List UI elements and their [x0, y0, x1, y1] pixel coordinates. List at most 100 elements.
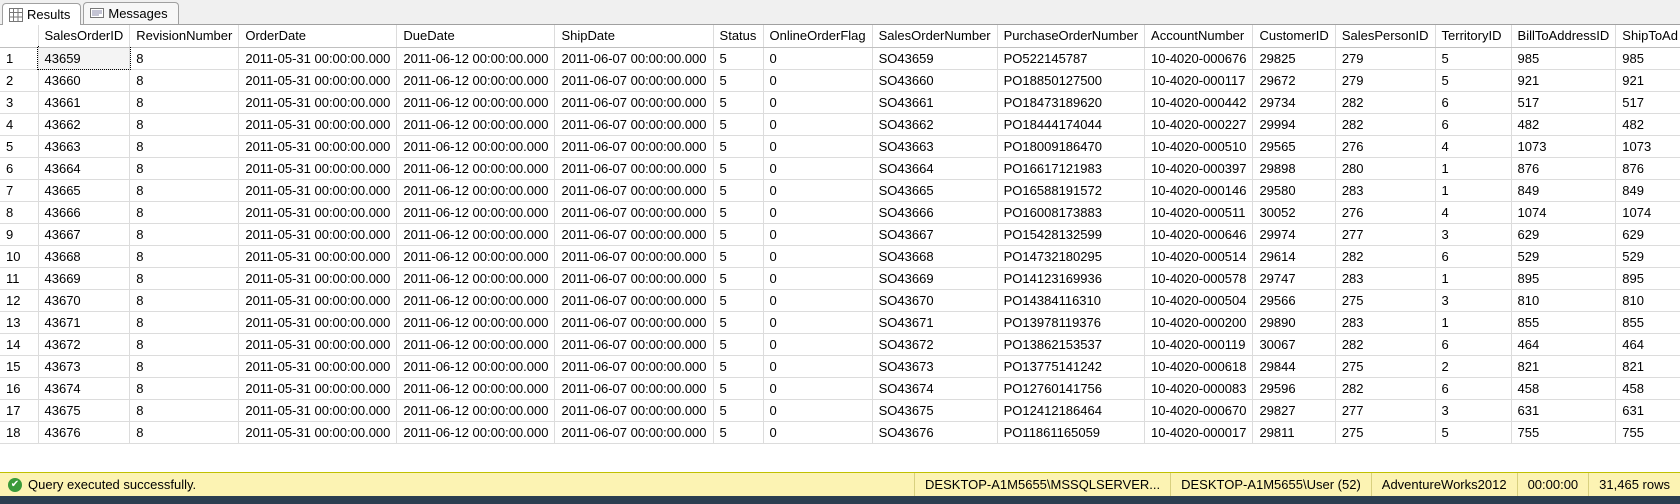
cell-PurchaseOrderNumber[interactable]: PO18009186470	[997, 135, 1144, 157]
cell-OrderDate[interactable]: 2011-05-31 00:00:00.000	[239, 289, 397, 311]
cell-ShipToAd[interactable]: 855	[1616, 311, 1680, 333]
cell-OnlineOrderFlag[interactable]: 0	[763, 355, 872, 377]
cell-BillToAddressID[interactable]: 1074	[1511, 201, 1616, 223]
cell-OnlineOrderFlag[interactable]: 0	[763, 377, 872, 399]
cell-OrderDate[interactable]: 2011-05-31 00:00:00.000	[239, 399, 397, 421]
cell-SalesOrderNumber[interactable]: SO43673	[872, 355, 997, 377]
cell-SalesOrderNumber[interactable]: SO43665	[872, 179, 997, 201]
cell-SalesOrderID[interactable]: 43668	[38, 245, 130, 267]
column-header-OnlineOrderFlag[interactable]: OnlineOrderFlag	[763, 25, 872, 47]
cell-DueDate[interactable]: 2011-06-12 00:00:00.000	[397, 47, 555, 69]
cell-TerritoryID[interactable]: 4	[1435, 201, 1511, 223]
cell-CustomerID[interactable]: 29596	[1253, 377, 1335, 399]
cell-DueDate[interactable]: 2011-06-12 00:00:00.000	[397, 421, 555, 443]
cell-CustomerID[interactable]: 29844	[1253, 355, 1335, 377]
cell-SalesOrderNumber[interactable]: SO43674	[872, 377, 997, 399]
cell-OrderDate[interactable]: 2011-05-31 00:00:00.000	[239, 69, 397, 91]
cell-OnlineOrderFlag[interactable]: 0	[763, 223, 872, 245]
table-row[interactable]: 74366582011-05-31 00:00:00.0002011-06-12…	[0, 179, 1680, 201]
cell-PurchaseOrderNumber[interactable]: PO13775141242	[997, 355, 1144, 377]
cell-AccountNumber[interactable]: 10-4020-000618	[1145, 355, 1253, 377]
cell-DueDate[interactable]: 2011-06-12 00:00:00.000	[397, 311, 555, 333]
column-header-CustomerID[interactable]: CustomerID	[1253, 25, 1335, 47]
cell-SalesOrderID[interactable]: 43666	[38, 201, 130, 223]
cell-DueDate[interactable]: 2011-06-12 00:00:00.000	[397, 157, 555, 179]
cell-SalesOrderID[interactable]: 43674	[38, 377, 130, 399]
cell-TerritoryID[interactable]: 4	[1435, 135, 1511, 157]
cell-OnlineOrderFlag[interactable]: 0	[763, 333, 872, 355]
cell-OnlineOrderFlag[interactable]: 0	[763, 91, 872, 113]
cell-CustomerID[interactable]: 29734	[1253, 91, 1335, 113]
cell-TerritoryID[interactable]: 6	[1435, 91, 1511, 113]
cell-CustomerID[interactable]: 29614	[1253, 245, 1335, 267]
table-row[interactable]: 24366082011-05-31 00:00:00.0002011-06-12…	[0, 69, 1680, 91]
cell-OrderDate[interactable]: 2011-05-31 00:00:00.000	[239, 267, 397, 289]
results-grid[interactable]: SalesOrderIDRevisionNumberOrderDateDueDa…	[0, 25, 1680, 444]
cell-Status[interactable]: 5	[713, 421, 763, 443]
table-row[interactable]: 114366982011-05-31 00:00:00.0002011-06-1…	[0, 267, 1680, 289]
cell-BillToAddressID[interactable]: 631	[1511, 399, 1616, 421]
results-grid-scroll[interactable]: SalesOrderIDRevisionNumberOrderDateDueDa…	[0, 25, 1680, 472]
cell-ShipDate[interactable]: 2011-06-07 00:00:00.000	[555, 47, 713, 69]
cell-CustomerID[interactable]: 29747	[1253, 267, 1335, 289]
cell-PurchaseOrderNumber[interactable]: PO18473189620	[997, 91, 1144, 113]
cell-DueDate[interactable]: 2011-06-12 00:00:00.000	[397, 69, 555, 91]
cell-OnlineOrderFlag[interactable]: 0	[763, 421, 872, 443]
cell-CustomerID[interactable]: 29825	[1253, 47, 1335, 69]
cell-AccountNumber[interactable]: 10-4020-000117	[1145, 69, 1253, 91]
row-number-cell[interactable]: 3	[0, 91, 38, 113]
cell-OrderDate[interactable]: 2011-05-31 00:00:00.000	[239, 355, 397, 377]
cell-TerritoryID[interactable]: 2	[1435, 355, 1511, 377]
cell-SalesOrderNumber[interactable]: SO43671	[872, 311, 997, 333]
cell-TerritoryID[interactable]: 3	[1435, 399, 1511, 421]
cell-PurchaseOrderNumber[interactable]: PO14384116310	[997, 289, 1144, 311]
cell-OrderDate[interactable]: 2011-05-31 00:00:00.000	[239, 311, 397, 333]
cell-TerritoryID[interactable]: 1	[1435, 311, 1511, 333]
cell-SalesOrderID[interactable]: 43659	[38, 47, 130, 69]
cell-OrderDate[interactable]: 2011-05-31 00:00:00.000	[239, 223, 397, 245]
cell-SalesPersonID[interactable]: 283	[1335, 311, 1435, 333]
cell-AccountNumber[interactable]: 10-4020-000578	[1145, 267, 1253, 289]
table-row[interactable]: 44366282011-05-31 00:00:00.0002011-06-12…	[0, 113, 1680, 135]
cell-DueDate[interactable]: 2011-06-12 00:00:00.000	[397, 223, 555, 245]
cell-SalesOrderID[interactable]: 43675	[38, 399, 130, 421]
cell-RevisionNumber[interactable]: 8	[130, 289, 239, 311]
table-row[interactable]: 174367582011-05-31 00:00:00.0002011-06-1…	[0, 399, 1680, 421]
cell-ShipToAd[interactable]: 755	[1616, 421, 1680, 443]
cell-TerritoryID[interactable]: 1	[1435, 179, 1511, 201]
cell-DueDate[interactable]: 2011-06-12 00:00:00.000	[397, 135, 555, 157]
cell-CustomerID[interactable]: 30052	[1253, 201, 1335, 223]
row-number-cell[interactable]: 13	[0, 311, 38, 333]
tab-results[interactable]: Results	[2, 3, 81, 25]
cell-AccountNumber[interactable]: 10-4020-000200	[1145, 311, 1253, 333]
cell-TerritoryID[interactable]: 3	[1435, 289, 1511, 311]
cell-RevisionNumber[interactable]: 8	[130, 355, 239, 377]
column-header-ShipToAd[interactable]: ShipToAd ▲	[1616, 25, 1680, 47]
cell-PurchaseOrderNumber[interactable]: PO12412186464	[997, 399, 1144, 421]
cell-AccountNumber[interactable]: 10-4020-000146	[1145, 179, 1253, 201]
grid-header-row[interactable]: SalesOrderIDRevisionNumberOrderDateDueDa…	[0, 25, 1680, 47]
table-row[interactable]: 184367682011-05-31 00:00:00.0002011-06-1…	[0, 421, 1680, 443]
cell-ShipDate[interactable]: 2011-06-07 00:00:00.000	[555, 421, 713, 443]
cell-Status[interactable]: 5	[713, 377, 763, 399]
cell-SalesOrderNumber[interactable]: SO43670	[872, 289, 997, 311]
cell-BillToAddressID[interactable]: 1073	[1511, 135, 1616, 157]
cell-SalesOrderID[interactable]: 43667	[38, 223, 130, 245]
cell-ShipToAd[interactable]: 464	[1616, 333, 1680, 355]
cell-ShipToAd[interactable]: 458	[1616, 377, 1680, 399]
cell-RevisionNumber[interactable]: 8	[130, 377, 239, 399]
cell-ShipDate[interactable]: 2011-06-07 00:00:00.000	[555, 377, 713, 399]
cell-OnlineOrderFlag[interactable]: 0	[763, 201, 872, 223]
cell-RevisionNumber[interactable]: 8	[130, 333, 239, 355]
cell-TerritoryID[interactable]: 6	[1435, 113, 1511, 135]
cell-Status[interactable]: 5	[713, 267, 763, 289]
cell-SalesPersonID[interactable]: 277	[1335, 399, 1435, 421]
cell-PurchaseOrderNumber[interactable]: PO14732180295	[997, 245, 1144, 267]
cell-SalesOrderID[interactable]: 43665	[38, 179, 130, 201]
cell-PurchaseOrderNumber[interactable]: PO16588191572	[997, 179, 1144, 201]
tab-messages[interactable]: Messages	[83, 2, 178, 24]
cell-SalesOrderNumber[interactable]: SO43664	[872, 157, 997, 179]
cell-Status[interactable]: 5	[713, 47, 763, 69]
cell-DueDate[interactable]: 2011-06-12 00:00:00.000	[397, 399, 555, 421]
table-row[interactable]: 94366782011-05-31 00:00:00.0002011-06-12…	[0, 223, 1680, 245]
